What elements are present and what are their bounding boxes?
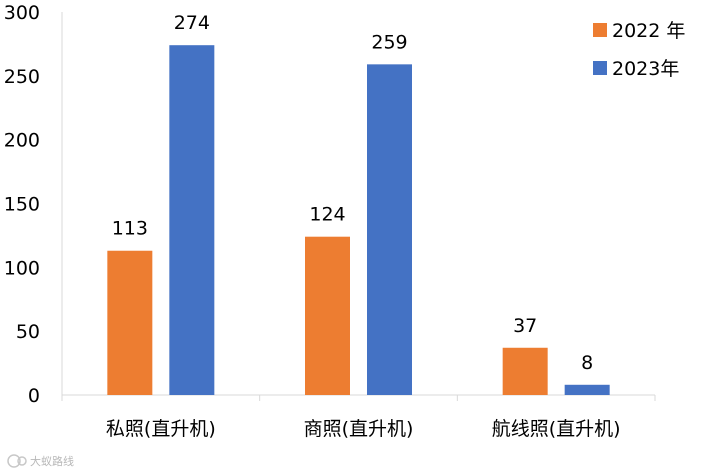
data-label: 124 <box>309 204 345 226</box>
legend-label: 2022 年 <box>612 20 685 42</box>
legend-swatch <box>593 61 607 75</box>
data-label: 113 <box>112 218 148 240</box>
data-label: 37 <box>513 315 537 337</box>
y-axis: 0 50 100 150 200 250 300 <box>4 2 40 407</box>
legend: 2022 年 2023年 <box>593 20 685 80</box>
y-tick-label: 250 <box>4 66 40 88</box>
y-tick-label: 200 <box>4 130 40 152</box>
watermark-text: 大蚁路线 <box>30 454 74 468</box>
bar-series2-2 <box>367 64 412 396</box>
bar-series1-3 <box>502 347 548 395</box>
data-labels-group: 113 274 124 259 37 8 <box>112 12 594 374</box>
legend-swatch <box>593 23 607 37</box>
y-tick-label: 300 <box>4 2 40 24</box>
bar-series2-1 <box>169 45 215 396</box>
category-labels-group: 私照(直升机) 商照(直升机) 航线照(直升机) <box>106 418 621 440</box>
legend-label: 2023年 <box>612 58 679 80</box>
x-axis-ticks <box>61 395 656 401</box>
y-tick-label: 0 <box>28 385 40 407</box>
bar-series1-2 <box>305 236 350 395</box>
watermark: 大蚁路线 <box>7 454 74 468</box>
bars-group <box>107 45 610 396</box>
y-tick-label: 50 <box>16 321 40 343</box>
x-category-label: 航线照(直升机) <box>492 418 621 440</box>
logo-icon <box>7 454 27 468</box>
bar-series2-3 <box>564 384 610 395</box>
data-label: 8 <box>581 352 593 374</box>
x-category-label: 商照(直升机) <box>304 418 414 440</box>
bar-series1-1 <box>107 250 153 395</box>
data-label: 259 <box>371 31 407 53</box>
y-tick-label: 150 <box>4 194 40 216</box>
x-category-label: 私照(直升机) <box>106 418 216 440</box>
y-tick-label: 100 <box>4 257 40 279</box>
data-label: 274 <box>174 12 210 34</box>
